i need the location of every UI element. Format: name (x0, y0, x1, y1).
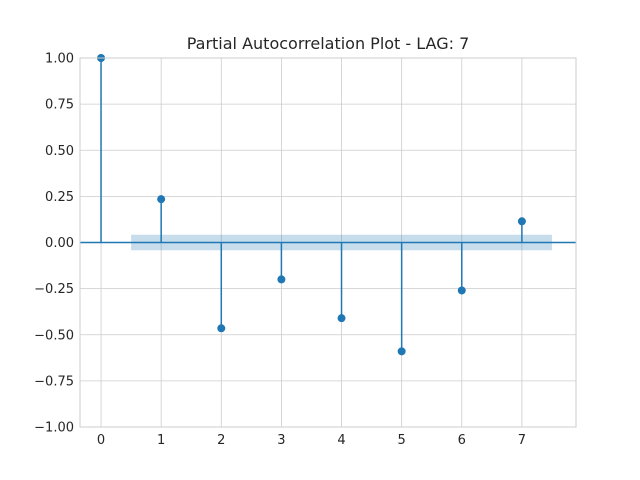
stem-marker (337, 314, 346, 323)
stems (97, 54, 526, 356)
stem-marker (517, 217, 526, 226)
x-tick-label: 1 (157, 433, 165, 448)
x-tick-label: 2 (217, 433, 225, 448)
y-tick-label: 0.00 (45, 236, 74, 251)
y-tick-labels: 1.00 0.75 0.50 0.25 0.00 −0.25 −0.50 −0.75 −1.00 (34, 52, 74, 436)
x-tick-label: 4 (337, 433, 345, 448)
y-tick-label: 0.25 (45, 190, 74, 205)
x-tick-labels: 0 1 2 3 4 5 6 7 (97, 433, 526, 448)
x-tick-label: 6 (458, 433, 466, 448)
stem-marker (157, 195, 166, 204)
y-tick-label: −0.75 (34, 374, 74, 389)
stem-marker (397, 347, 406, 356)
plot-frame (79, 57, 577, 428)
y-tick-label: −0.25 (34, 282, 74, 297)
y-tick-label: 0.50 (45, 144, 74, 159)
stem-marker (217, 324, 226, 333)
x-tick-label: 0 (97, 433, 105, 448)
y-tick-label: 0.75 (45, 98, 74, 113)
y-tick-label: −1.00 (34, 421, 74, 436)
y-tick-label: −0.50 (34, 328, 74, 343)
y-tick-label: 1.00 (45, 52, 74, 67)
stem-marker (457, 286, 466, 295)
x-tick-label: 5 (398, 433, 406, 448)
axes-frame (79, 57, 577, 428)
chart-title: Partial Autocorrelation Plot - LAG: 7 (187, 34, 470, 53)
x-tick-label: 7 (518, 433, 526, 448)
x-tick-label: 3 (277, 433, 285, 448)
stem-marker (277, 275, 286, 284)
